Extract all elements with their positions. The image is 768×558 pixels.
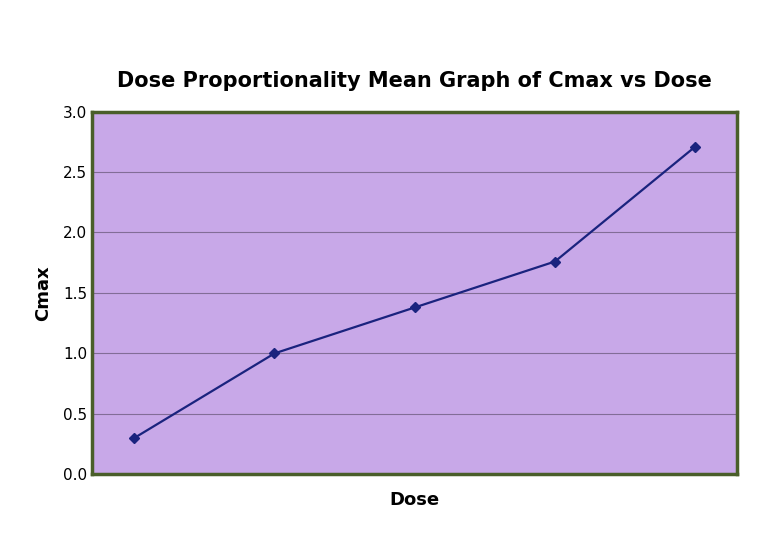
X-axis label: Dose: Dose bbox=[389, 491, 440, 509]
Y-axis label: Cmax: Cmax bbox=[34, 265, 52, 321]
Title: Dose Proportionality Mean Graph of Cmax vs Dose: Dose Proportionality Mean Graph of Cmax … bbox=[118, 71, 712, 90]
